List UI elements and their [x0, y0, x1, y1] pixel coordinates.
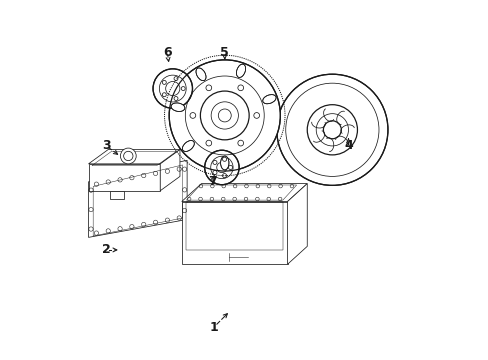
- Polygon shape: [88, 164, 160, 191]
- Text: 5: 5: [220, 46, 229, 59]
- Text: 3: 3: [102, 139, 110, 152]
- Text: 4: 4: [344, 139, 352, 152]
- Polygon shape: [182, 202, 287, 264]
- Ellipse shape: [171, 103, 184, 112]
- Ellipse shape: [236, 64, 245, 77]
- Text: 7: 7: [207, 175, 216, 188]
- Polygon shape: [160, 149, 180, 191]
- Polygon shape: [88, 149, 180, 164]
- Polygon shape: [110, 191, 124, 199]
- Circle shape: [120, 148, 136, 164]
- Circle shape: [169, 60, 280, 171]
- Polygon shape: [182, 184, 306, 202]
- Polygon shape: [287, 184, 306, 264]
- Polygon shape: [88, 160, 187, 237]
- Circle shape: [276, 74, 387, 185]
- Ellipse shape: [262, 95, 276, 104]
- Ellipse shape: [220, 156, 228, 170]
- Circle shape: [204, 150, 239, 185]
- Ellipse shape: [196, 68, 205, 81]
- Text: 6: 6: [163, 46, 171, 59]
- Circle shape: [153, 69, 192, 108]
- Text: 2: 2: [102, 243, 111, 256]
- Text: 1: 1: [209, 320, 218, 333]
- Ellipse shape: [182, 140, 194, 152]
